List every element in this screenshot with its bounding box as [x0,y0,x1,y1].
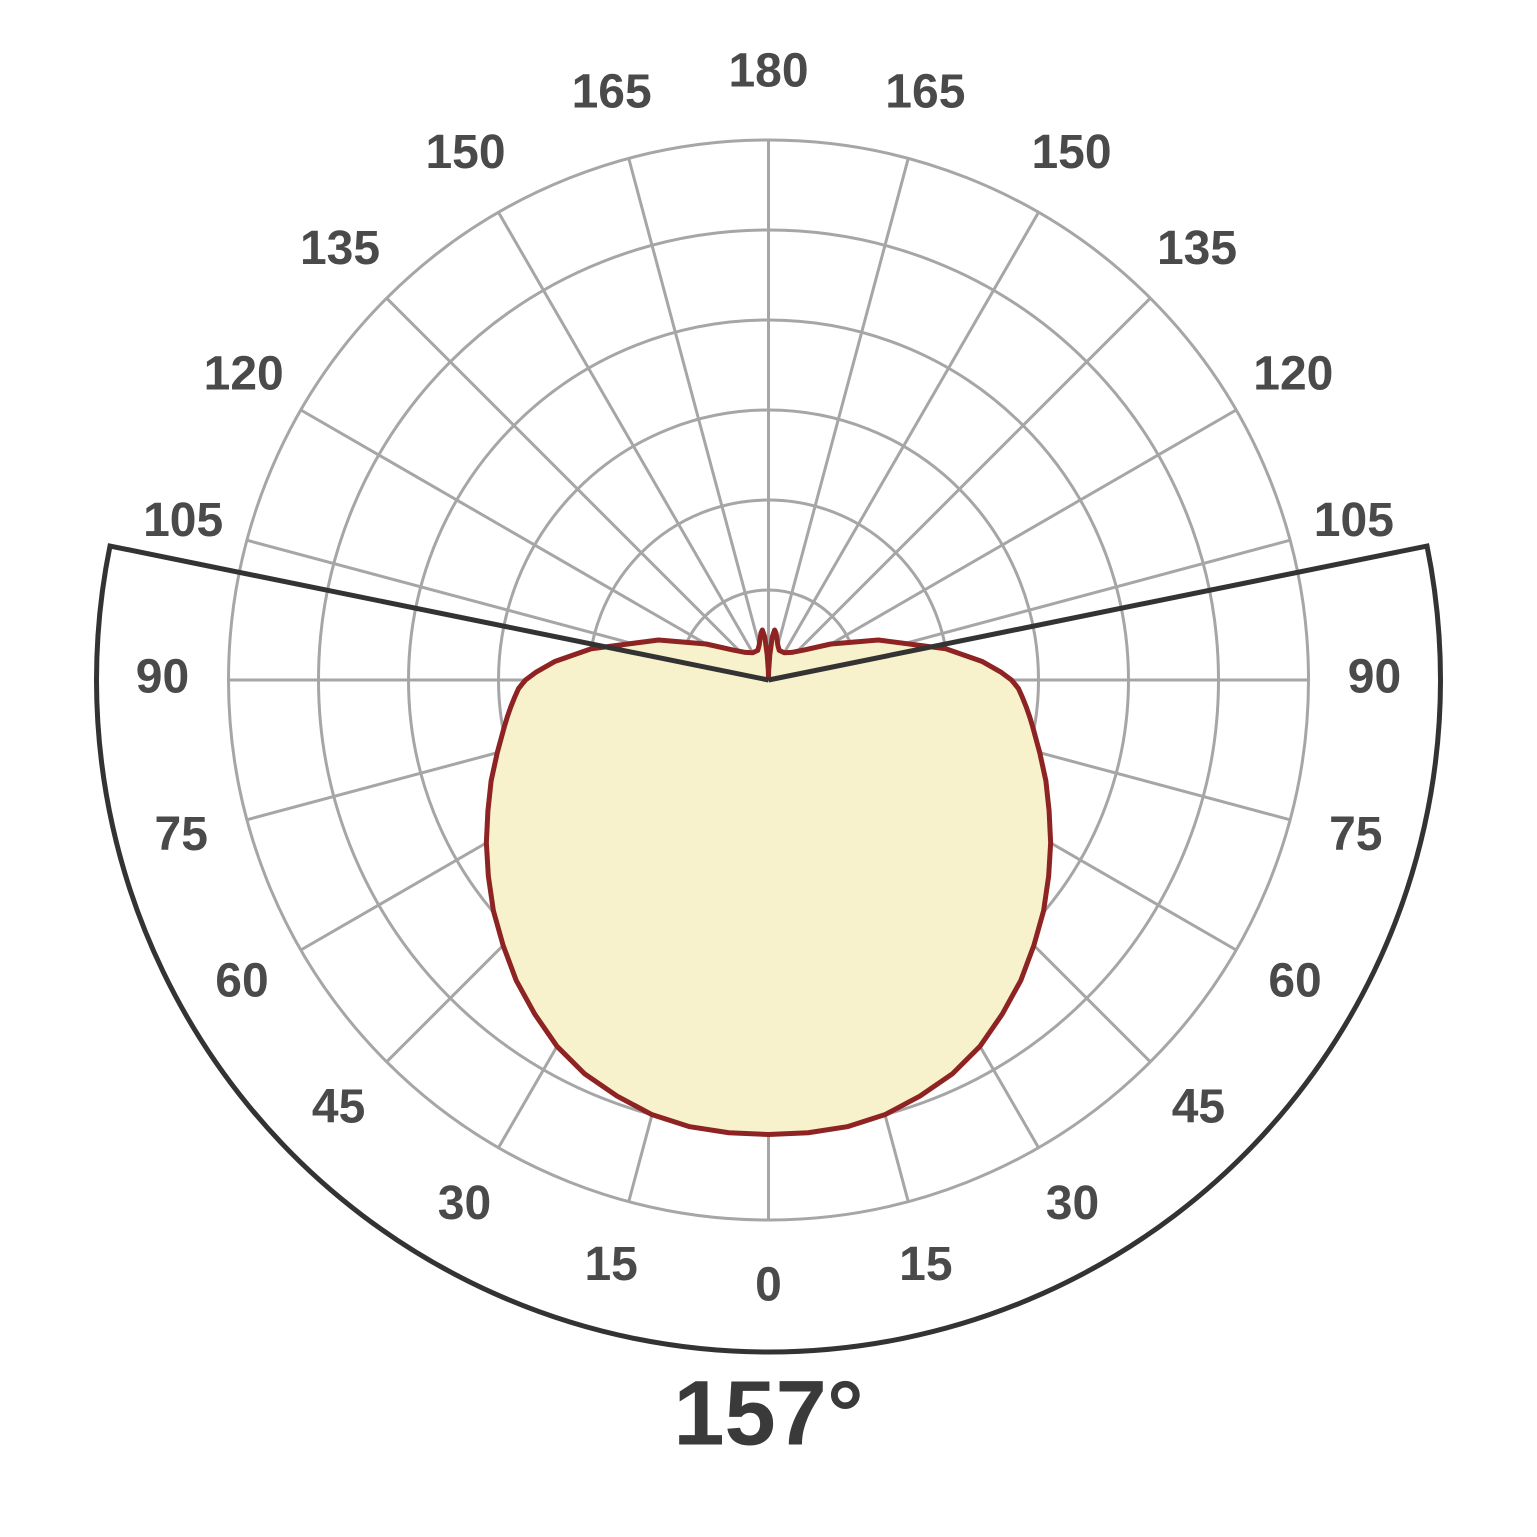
angle-label: 105 [143,494,223,547]
angle-label: 180 [728,45,808,98]
spoke [769,298,1151,680]
angle-label: 90 [136,651,189,704]
beam-angle-caption: 157° [673,1362,863,1464]
light-distribution-curve [486,630,1050,1135]
spoke [301,410,769,680]
angle-label: 45 [1172,1081,1225,1134]
angle-label: 165 [572,65,652,118]
angle-label: 105 [1314,494,1394,547]
angle-label: 45 [312,1081,365,1134]
angle-label: 15 [899,1238,952,1291]
polar-distribution-chart: 180 165 165 150 150 135 135 120 120 105 105 90 90 0 15… [0,0,1537,1537]
distribution-path [486,630,1050,1135]
angle-label: 150 [425,126,505,179]
spoke [499,212,769,680]
angle-label: 30 [1046,1177,1099,1230]
angle-label: 150 [1031,126,1111,179]
angle-label: 135 [300,222,380,275]
angle-label: 75 [1329,808,1382,861]
spoke [769,410,1237,680]
angle-label: 0 [755,1259,782,1312]
angle-label: 90 [1348,651,1401,704]
angle-label: 120 [204,348,284,401]
angle-label: 120 [1253,348,1333,401]
angle-label: 135 [1157,222,1237,275]
spoke [769,212,1039,680]
angle-label: 15 [584,1238,637,1291]
angle-label: 165 [885,65,965,118]
angle-label: 60 [1268,955,1321,1008]
spoke [387,298,769,680]
angle-label: 75 [155,808,208,861]
angle-label: 30 [438,1177,491,1230]
angle-label: 60 [215,955,268,1008]
